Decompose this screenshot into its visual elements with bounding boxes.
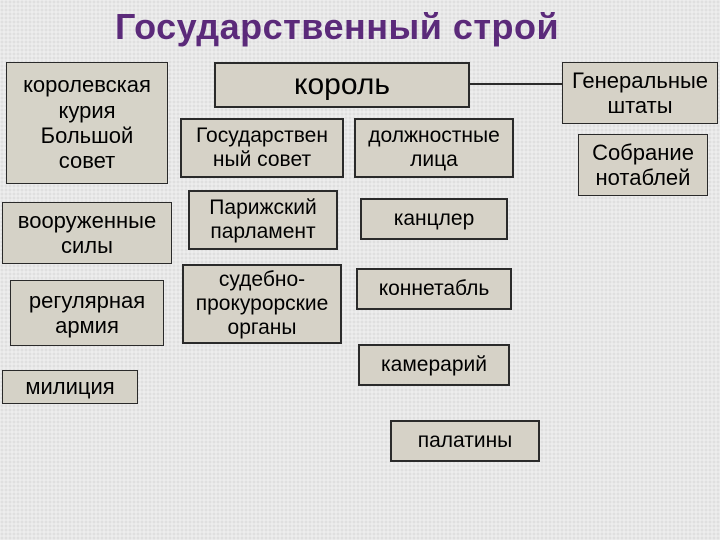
node-connetable: коннетабль (356, 268, 512, 310)
diagram-title: Государственный строй (115, 6, 559, 48)
node-palatiny: палатины (390, 420, 540, 462)
node-forces: вооруженные силы (2, 202, 172, 264)
node-militia: милиция (2, 370, 138, 404)
node-state-council: Государствен ный совет (180, 118, 344, 178)
node-reg-army: регулярная армия (10, 280, 164, 346)
node-curia: королевская курия Большой совет (6, 62, 168, 184)
node-king: король (214, 62, 470, 108)
node-judic: судебно- прокурорские органы (182, 264, 342, 344)
node-notables: Собрание нотаблей (578, 134, 708, 196)
node-officials: должностные лица (354, 118, 514, 178)
node-paris-parl: Парижский парламент (188, 190, 338, 250)
node-chancellor: канцлер (360, 198, 508, 240)
node-gen-states: Генеральные штаты (562, 62, 718, 124)
node-kamerary: камерарий (358, 344, 510, 386)
